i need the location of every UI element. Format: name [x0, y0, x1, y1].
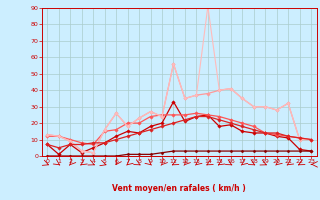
- X-axis label: Vent moyen/en rafales ( km/h ): Vent moyen/en rafales ( km/h ): [112, 184, 246, 193]
